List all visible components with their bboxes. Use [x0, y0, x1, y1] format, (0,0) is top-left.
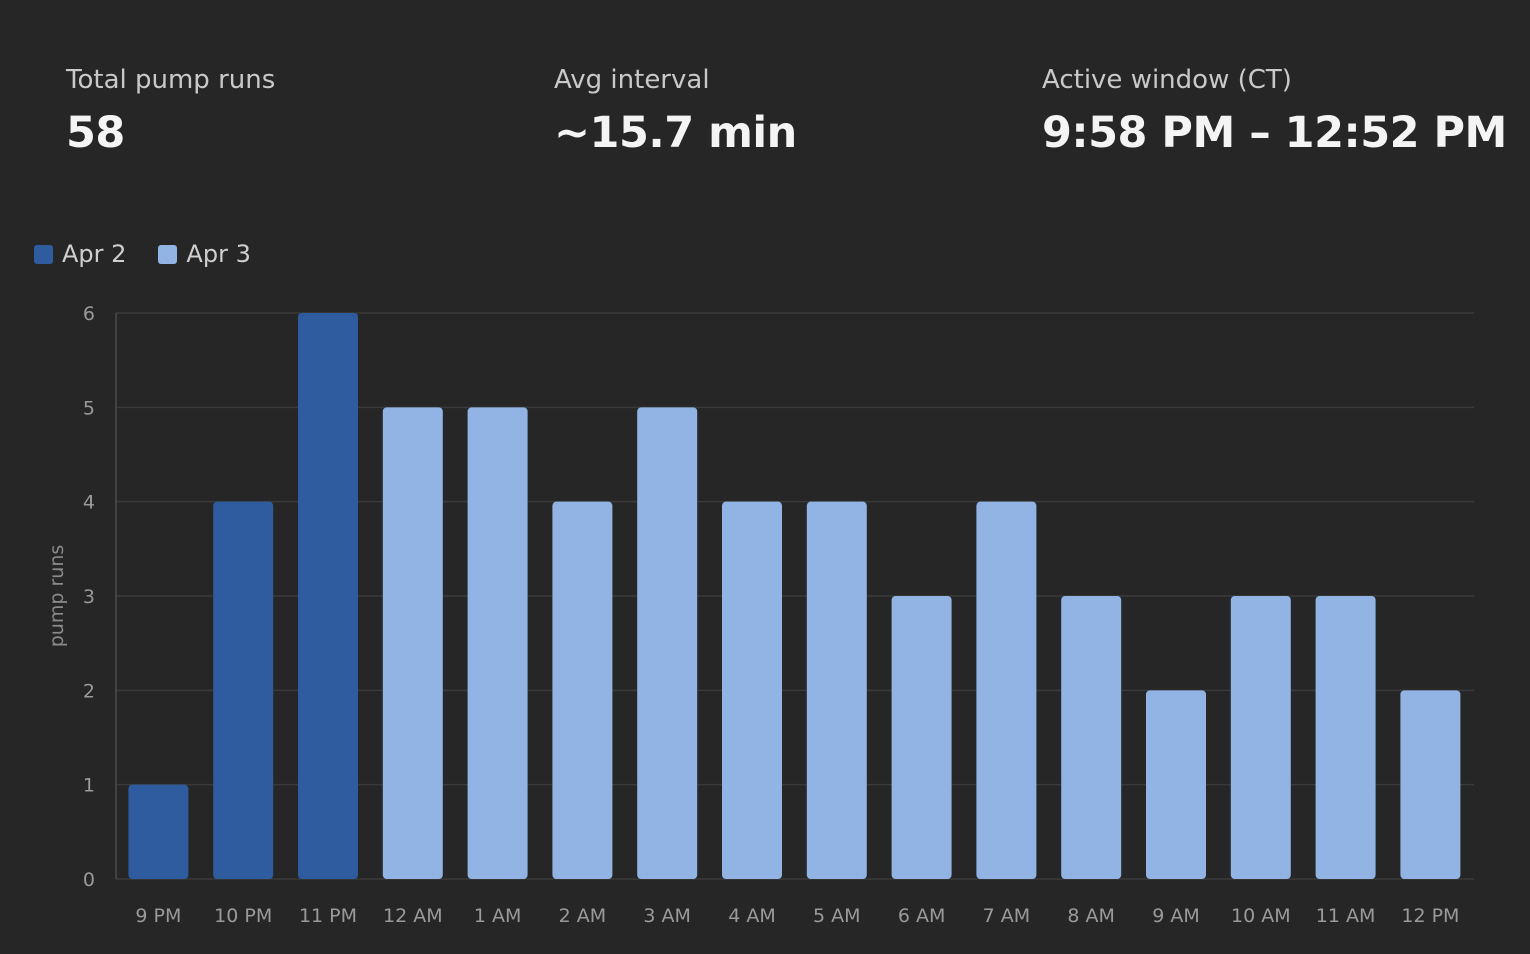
x-tick-label: 6 AM	[898, 905, 946, 927]
x-tick-label: 7 AM	[983, 905, 1031, 927]
stat-avg-interval-value: ~15.7 min	[554, 108, 797, 158]
bar-10-am[interactable]	[1230, 596, 1291, 879]
x-tick-label: 1 AM	[474, 905, 522, 927]
bar-7-am[interactable]	[976, 501, 1037, 879]
bar-9-pm[interactable]	[128, 784, 189, 879]
stat-active-window-label: Active window (CT)	[1042, 65, 1292, 95]
bar-3-am[interactable]	[637, 407, 698, 879]
stat-active-window-value: 9:58 PM – 12:52 PM	[1042, 108, 1507, 158]
legend-swatch-apr2	[34, 244, 53, 264]
y-tick-label: 4	[83, 492, 95, 514]
bar-11-am[interactable]	[1315, 596, 1376, 879]
bar-4-am[interactable]	[722, 501, 782, 879]
y-tick-label: 1	[83, 775, 95, 797]
x-tick-label: 11 AM	[1316, 905, 1376, 927]
bar-11-pm[interactable]	[298, 313, 358, 879]
bar-6-am[interactable]	[891, 596, 952, 879]
stat-avg-interval-label: Avg interval	[554, 65, 710, 95]
bar-12-am[interactable]	[382, 407, 443, 879]
x-axis-ticks: 9 PM 10 PM 11 PM 12 AM 1 AM 2 AM 3 AM 4 AM 5 AM 6…	[135, 905, 1459, 927]
y-tick-label: 2	[83, 680, 95, 702]
legend-swatch-apr3	[158, 244, 178, 264]
y-axis-ticks: 0 1 2 3 4 5 6	[83, 303, 95, 891]
x-tick-label: 8 AM	[1067, 905, 1115, 927]
x-tick-label: 9 PM	[135, 905, 181, 927]
x-tick-label: 9 AM	[1152, 905, 1200, 927]
legend-item-apr3[interactable]: Apr 3	[158, 240, 251, 268]
y-tick-label: 6	[83, 303, 95, 325]
x-tick-label: 5 AM	[813, 905, 861, 927]
bar-8-am[interactable]	[1061, 596, 1122, 879]
stat-total-runs-value: 58	[66, 108, 125, 158]
x-tick-label: 3 AM	[643, 905, 691, 927]
chart-legend: Apr 2 Apr 3	[34, 240, 251, 268]
y-tick-label: 0	[83, 869, 95, 891]
legend-label-apr3: Apr 3	[186, 240, 251, 268]
x-tick-label: 10 PM	[214, 905, 272, 927]
x-tick-label: 2 AM	[559, 905, 607, 927]
y-tick-label: 5	[83, 397, 95, 419]
stat-avg-interval: Avg interval ~15.7 min	[554, 62, 797, 158]
y-tick-label: 3	[83, 586, 95, 608]
bar-10-pm[interactable]	[213, 501, 274, 879]
bar-1-am[interactable]	[467, 407, 528, 879]
bar-9-am[interactable]	[1146, 690, 1206, 879]
bar-2-am[interactable]	[552, 501, 613, 879]
stat-active-window: Active window (CT) 9:58 PM – 12:52 PM	[1042, 62, 1507, 158]
x-tick-label: 12 PM	[1401, 905, 1459, 927]
stat-total-runs-label: Total pump runs	[66, 65, 276, 95]
legend-item-apr2[interactable]: Apr 2	[34, 240, 126, 268]
bar-12-pm[interactable]	[1400, 690, 1461, 879]
x-tick-label: 10 AM	[1231, 905, 1291, 927]
chart-bars	[128, 313, 1461, 879]
y-axis-title: pump runs	[46, 545, 68, 648]
bar-5-am[interactable]	[806, 501, 867, 879]
x-tick-label: 4 AM	[728, 905, 776, 927]
x-tick-label: 11 PM	[299, 905, 357, 927]
x-tick-label: 12 AM	[383, 905, 443, 927]
legend-label-apr2: Apr 2	[62, 240, 127, 268]
stat-total-runs: Total pump runs 58	[66, 62, 275, 158]
